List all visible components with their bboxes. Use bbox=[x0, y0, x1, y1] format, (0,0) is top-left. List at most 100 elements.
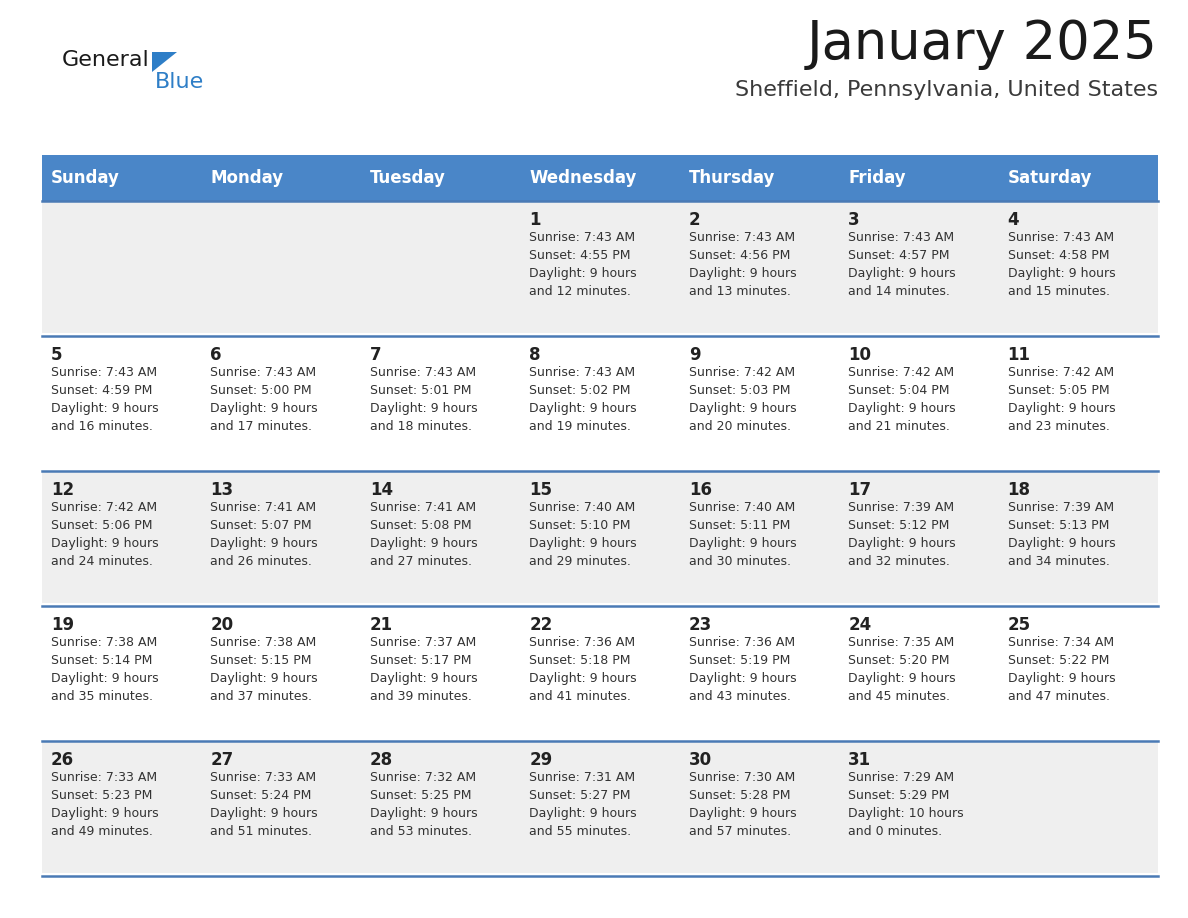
Text: and 34 minutes.: and 34 minutes. bbox=[1007, 555, 1110, 568]
Text: Sunset: 5:11 PM: Sunset: 5:11 PM bbox=[689, 519, 790, 532]
Text: 12: 12 bbox=[51, 481, 74, 499]
Text: Sunrise: 7:40 AM: Sunrise: 7:40 AM bbox=[689, 501, 795, 514]
Text: Sunset: 5:28 PM: Sunset: 5:28 PM bbox=[689, 789, 790, 802]
Text: Thursday: Thursday bbox=[689, 169, 775, 187]
Text: Daylight: 9 hours: Daylight: 9 hours bbox=[689, 402, 796, 415]
Text: Sunrise: 7:43 AM: Sunrise: 7:43 AM bbox=[530, 366, 636, 379]
Text: Sunset: 5:14 PM: Sunset: 5:14 PM bbox=[51, 654, 152, 667]
Text: Sunrise: 7:43 AM: Sunrise: 7:43 AM bbox=[369, 366, 476, 379]
Text: Sunset: 5:00 PM: Sunset: 5:00 PM bbox=[210, 384, 312, 397]
Text: Sunset: 4:55 PM: Sunset: 4:55 PM bbox=[530, 249, 631, 262]
Text: Sunset: 5:05 PM: Sunset: 5:05 PM bbox=[1007, 384, 1110, 397]
Text: 13: 13 bbox=[210, 481, 234, 499]
Text: 1: 1 bbox=[530, 211, 541, 229]
Text: Sunset: 5:04 PM: Sunset: 5:04 PM bbox=[848, 384, 949, 397]
Text: Sunset: 5:18 PM: Sunset: 5:18 PM bbox=[530, 654, 631, 667]
Text: Sunset: 5:02 PM: Sunset: 5:02 PM bbox=[530, 384, 631, 397]
Text: Daylight: 9 hours: Daylight: 9 hours bbox=[848, 672, 956, 685]
Text: and 47 minutes.: and 47 minutes. bbox=[1007, 690, 1110, 703]
Text: 2: 2 bbox=[689, 211, 701, 229]
Text: Sunset: 5:22 PM: Sunset: 5:22 PM bbox=[1007, 654, 1108, 667]
Text: 26: 26 bbox=[51, 751, 74, 769]
Text: and 43 minutes.: and 43 minutes. bbox=[689, 690, 790, 703]
Text: Sunrise: 7:41 AM: Sunrise: 7:41 AM bbox=[369, 501, 476, 514]
Text: Sunrise: 7:33 AM: Sunrise: 7:33 AM bbox=[51, 771, 157, 784]
Text: 5: 5 bbox=[51, 346, 63, 364]
Text: Sunrise: 7:36 AM: Sunrise: 7:36 AM bbox=[530, 636, 636, 649]
Text: and 30 minutes.: and 30 minutes. bbox=[689, 555, 791, 568]
Text: 27: 27 bbox=[210, 751, 234, 769]
Text: Daylight: 9 hours: Daylight: 9 hours bbox=[530, 807, 637, 820]
Text: Sunrise: 7:43 AM: Sunrise: 7:43 AM bbox=[848, 231, 954, 244]
Text: Daylight: 9 hours: Daylight: 9 hours bbox=[1007, 267, 1116, 280]
Text: Sunset: 5:25 PM: Sunset: 5:25 PM bbox=[369, 789, 472, 802]
Text: and 27 minutes.: and 27 minutes. bbox=[369, 555, 472, 568]
Text: 6: 6 bbox=[210, 346, 222, 364]
Text: Daylight: 9 hours: Daylight: 9 hours bbox=[848, 537, 956, 550]
Text: 29: 29 bbox=[530, 751, 552, 769]
Text: and 51 minutes.: and 51 minutes. bbox=[210, 825, 312, 838]
Text: Daylight: 9 hours: Daylight: 9 hours bbox=[369, 537, 478, 550]
Text: Daylight: 9 hours: Daylight: 9 hours bbox=[530, 537, 637, 550]
Text: Sunrise: 7:43 AM: Sunrise: 7:43 AM bbox=[210, 366, 316, 379]
Text: 23: 23 bbox=[689, 616, 712, 634]
Text: and 26 minutes.: and 26 minutes. bbox=[210, 555, 312, 568]
Bar bbox=[42, 471, 1158, 603]
Text: Sunset: 5:07 PM: Sunset: 5:07 PM bbox=[210, 519, 312, 532]
Text: Daylight: 9 hours: Daylight: 9 hours bbox=[210, 672, 318, 685]
Text: Sunset: 5:06 PM: Sunset: 5:06 PM bbox=[51, 519, 152, 532]
Text: and 18 minutes.: and 18 minutes. bbox=[369, 420, 472, 433]
Text: and 45 minutes.: and 45 minutes. bbox=[848, 690, 950, 703]
Text: January 2025: January 2025 bbox=[807, 18, 1158, 70]
Text: Sunset: 4:59 PM: Sunset: 4:59 PM bbox=[51, 384, 152, 397]
Text: 16: 16 bbox=[689, 481, 712, 499]
Text: Sunset: 4:58 PM: Sunset: 4:58 PM bbox=[1007, 249, 1110, 262]
Text: 8: 8 bbox=[530, 346, 541, 364]
Text: and 13 minutes.: and 13 minutes. bbox=[689, 285, 790, 298]
Text: 25: 25 bbox=[1007, 616, 1031, 634]
Text: and 19 minutes.: and 19 minutes. bbox=[530, 420, 631, 433]
Text: Sunset: 5:13 PM: Sunset: 5:13 PM bbox=[1007, 519, 1108, 532]
Text: Daylight: 9 hours: Daylight: 9 hours bbox=[51, 402, 159, 415]
Text: Sunrise: 7:33 AM: Sunrise: 7:33 AM bbox=[210, 771, 316, 784]
Text: Sunset: 5:15 PM: Sunset: 5:15 PM bbox=[210, 654, 312, 667]
Text: Friday: Friday bbox=[848, 169, 905, 187]
Text: 17: 17 bbox=[848, 481, 871, 499]
Text: Daylight: 9 hours: Daylight: 9 hours bbox=[689, 267, 796, 280]
Text: Sunrise: 7:36 AM: Sunrise: 7:36 AM bbox=[689, 636, 795, 649]
Text: Saturday: Saturday bbox=[1007, 169, 1092, 187]
Text: Daylight: 9 hours: Daylight: 9 hours bbox=[1007, 537, 1116, 550]
Text: and 16 minutes.: and 16 minutes. bbox=[51, 420, 153, 433]
Bar bbox=[42, 336, 1158, 468]
Text: and 12 minutes.: and 12 minutes. bbox=[530, 285, 631, 298]
Text: Sunrise: 7:32 AM: Sunrise: 7:32 AM bbox=[369, 771, 476, 784]
Text: Sunset: 5:01 PM: Sunset: 5:01 PM bbox=[369, 384, 472, 397]
Bar bbox=[42, 155, 1158, 201]
Text: Daylight: 9 hours: Daylight: 9 hours bbox=[51, 537, 159, 550]
Text: 11: 11 bbox=[1007, 346, 1030, 364]
Text: Daylight: 9 hours: Daylight: 9 hours bbox=[51, 672, 159, 685]
Text: Daylight: 9 hours: Daylight: 9 hours bbox=[530, 672, 637, 685]
Text: Sunset: 5:08 PM: Sunset: 5:08 PM bbox=[369, 519, 472, 532]
Text: 10: 10 bbox=[848, 346, 871, 364]
Text: Daylight: 9 hours: Daylight: 9 hours bbox=[689, 807, 796, 820]
Text: and 21 minutes.: and 21 minutes. bbox=[848, 420, 950, 433]
Text: Daylight: 9 hours: Daylight: 9 hours bbox=[210, 807, 318, 820]
Text: and 49 minutes.: and 49 minutes. bbox=[51, 825, 153, 838]
Text: 3: 3 bbox=[848, 211, 860, 229]
Text: 15: 15 bbox=[530, 481, 552, 499]
Text: Wednesday: Wednesday bbox=[530, 169, 637, 187]
Text: Sunrise: 7:43 AM: Sunrise: 7:43 AM bbox=[1007, 231, 1113, 244]
Text: Sunrise: 7:31 AM: Sunrise: 7:31 AM bbox=[530, 771, 636, 784]
Bar bbox=[42, 201, 1158, 333]
Text: Monday: Monday bbox=[210, 169, 284, 187]
Text: Sunset: 4:56 PM: Sunset: 4:56 PM bbox=[689, 249, 790, 262]
Text: and 35 minutes.: and 35 minutes. bbox=[51, 690, 153, 703]
Text: Sunrise: 7:41 AM: Sunrise: 7:41 AM bbox=[210, 501, 316, 514]
Text: Daylight: 9 hours: Daylight: 9 hours bbox=[530, 402, 637, 415]
Text: 28: 28 bbox=[369, 751, 393, 769]
Text: Sunset: 5:23 PM: Sunset: 5:23 PM bbox=[51, 789, 152, 802]
Text: Sunrise: 7:37 AM: Sunrise: 7:37 AM bbox=[369, 636, 476, 649]
Text: Daylight: 9 hours: Daylight: 9 hours bbox=[51, 807, 159, 820]
Text: Sunrise: 7:39 AM: Sunrise: 7:39 AM bbox=[1007, 501, 1113, 514]
